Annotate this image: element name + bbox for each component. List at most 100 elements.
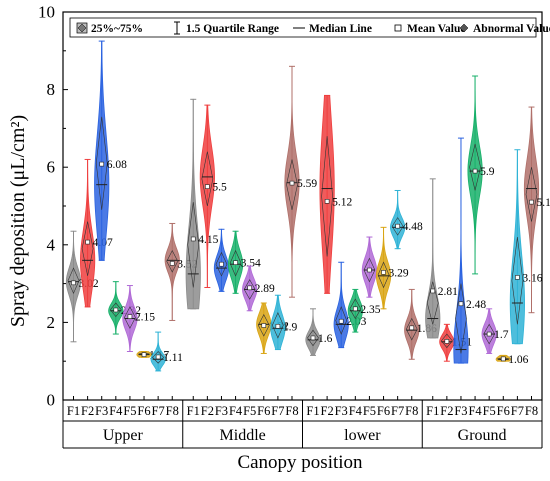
iqr-box [81, 221, 94, 276]
violin-lower-f4: 2.35 [347, 288, 381, 333]
mean-marker [141, 352, 147, 357]
x-sub-label: F7 [391, 404, 404, 418]
mean-marker [71, 280, 76, 286]
x-sub-label: F2 [201, 404, 214, 418]
violin-ground-f3: 2.48 [453, 137, 486, 364]
x-sub-label: F3 [95, 404, 108, 418]
iqr-box [426, 281, 439, 325]
legend-item-5: Abnormal Value [459, 23, 550, 35]
legend-label: 1.5 Quartile Range [186, 23, 279, 35]
iqr-box [511, 237, 524, 325]
iqr-box [124, 306, 136, 329]
x-sub-label: F8 [285, 404, 298, 418]
violin-middle-f8: 5.59 [284, 65, 317, 298]
mean-value-label: 5.5 [212, 182, 227, 194]
x-sub-label: F7 [271, 404, 284, 418]
x-sub-label: F4 [109, 404, 123, 418]
mean-marker [233, 260, 238, 265]
legend-item-3: Median Line [293, 23, 372, 35]
iqr-box [307, 329, 319, 347]
mean-marker [515, 275, 520, 280]
x-sub-label: F3 [215, 404, 228, 418]
x-sub-label: F7 [152, 404, 165, 418]
iqr-box [166, 249, 179, 273]
x-sub-label: F6 [377, 404, 390, 418]
mean-value-label: 2.15 [135, 312, 155, 324]
mean-marker [205, 184, 210, 189]
x-axis-title: Canopy position [237, 452, 363, 473]
iqr-box [109, 302, 122, 318]
mean-marker [367, 267, 372, 273]
mean-value-label: 3.16 [522, 272, 542, 284]
mean-marker [155, 354, 161, 360]
x-sub-label: F3 [454, 404, 467, 418]
violin-ground-f7: 3.16 [509, 149, 543, 345]
violin-middle-f7: 1.9 [270, 294, 298, 351]
iqr-box [257, 313, 270, 337]
x-sub-label: F5 [363, 404, 376, 418]
mean-marker [85, 239, 90, 245]
x-group-label: Upper [103, 427, 144, 444]
violin-body [319, 95, 335, 294]
iqr-box [215, 251, 228, 277]
x-group-label: Middle [220, 427, 266, 444]
iqr-box [272, 311, 284, 339]
violin-lower-f1: 1.6 [305, 308, 333, 356]
x-sub-label: F2 [321, 404, 334, 418]
x-sub-label: F5 [123, 404, 136, 418]
violin-body [425, 178, 441, 339]
mean-marker [113, 307, 119, 313]
mean-marker [458, 301, 464, 307]
violin-body [256, 302, 272, 354]
violin-middle-f1: 4.15 [185, 98, 219, 310]
y-tick-label: 0 [47, 391, 56, 410]
mean-marker [444, 339, 450, 344]
violin-body [467, 75, 483, 274]
x-sub-label: F5 [243, 404, 256, 418]
mean-value-label: 4.48 [403, 221, 423, 233]
mean-value-label: 5.12 [332, 196, 352, 208]
mean-marker [395, 223, 400, 229]
violin-upper-f3: 6.08 [94, 40, 127, 261]
violin-body [199, 104, 215, 288]
y-tick-label: 2 [47, 313, 56, 332]
mean-marker [430, 288, 436, 294]
y-axis: 0 2 4 6 8 10 [38, 3, 68, 410]
mean-marker [190, 236, 196, 242]
violin-ground-f5: 1.7 [481, 308, 509, 354]
violin-middle-f2: 5.5 [199, 104, 227, 288]
x-sub-label: F8 [525, 404, 538, 418]
mean-value-label: 1.6 [318, 333, 333, 345]
iqr-box [525, 167, 538, 222]
legend-label: Abnormal Value [473, 23, 550, 35]
mean-marker [310, 335, 316, 341]
mean-value-label: 1.11 [163, 352, 183, 364]
mean-marker [169, 261, 175, 266]
violin-ground-f4: 5.9 [467, 75, 495, 275]
iqr-box [455, 283, 467, 354]
mean-marker [289, 180, 295, 186]
plot-frame [62, 11, 543, 449]
violin-body [361, 236, 378, 298]
mean-value-label: 2.89 [255, 283, 275, 295]
mean-marker [381, 270, 386, 275]
legend-item-2: 1.5 Quartile Range [174, 21, 279, 35]
mean-marker [409, 325, 415, 331]
legend-label: Mean Value [407, 23, 465, 35]
violin-body [213, 228, 230, 292]
violin-lower-f7: 4.48 [390, 189, 423, 250]
violin-body [509, 149, 525, 345]
y-tick-label: 4 [47, 235, 56, 254]
x-sub-label: F4 [468, 404, 482, 418]
mean-marker [247, 285, 252, 291]
mean-marker [353, 306, 358, 312]
x-sub-label: F4 [349, 404, 363, 418]
iqr-box [405, 317, 418, 341]
iqr-box [152, 351, 165, 364]
y-axis-title: Spray deposition (μL/cm²) [7, 115, 29, 327]
legend-diamond-symbol [459, 23, 469, 33]
mean-marker [472, 168, 478, 174]
mean-value-label: 1.06 [508, 354, 528, 366]
violin-body [80, 159, 96, 308]
violin-ground-f6: 1.06 [495, 354, 529, 366]
